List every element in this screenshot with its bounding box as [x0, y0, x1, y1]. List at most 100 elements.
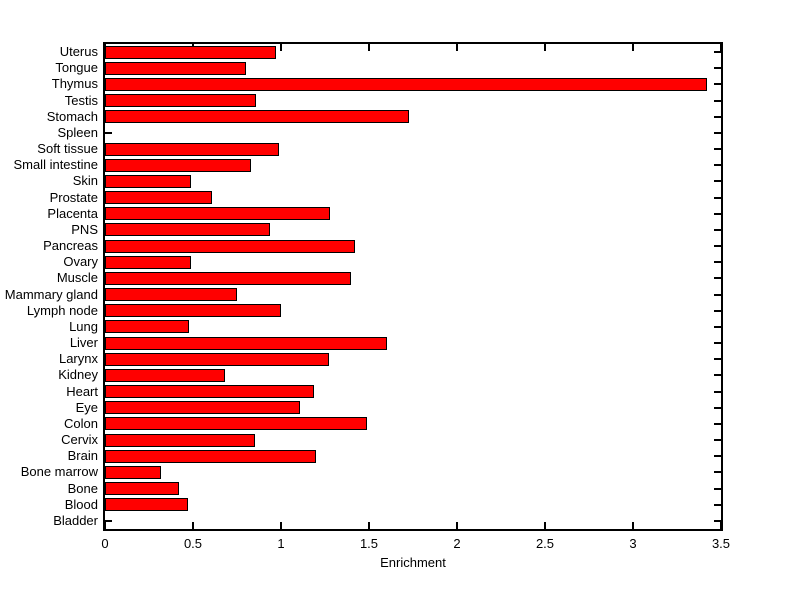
y-tick-mark: [714, 51, 721, 54]
plot-area: [103, 42, 723, 531]
y-label-ovary: Ovary: [63, 254, 98, 270]
y-tick-mark: [714, 503, 721, 506]
y-label-brain: Brain: [67, 448, 98, 464]
bar-testis: [105, 94, 257, 108]
bar-eye: [105, 401, 301, 415]
y-label-bone: Bone: [67, 480, 98, 496]
x-tick-mark: [720, 522, 722, 529]
x-tick-label: 2: [453, 536, 461, 551]
bar-colon: [105, 417, 368, 431]
bar-placenta: [105, 207, 331, 221]
y-tick-mark: [714, 422, 721, 425]
bar-blood: [105, 498, 188, 512]
bar-cervix: [105, 433, 255, 447]
y-tick-mark: [714, 148, 721, 151]
y-label-pns: PNS: [71, 221, 98, 237]
y-label-spleen: Spleen: [57, 124, 98, 140]
y-tick-mark: [714, 519, 721, 522]
bar-thymus: [105, 77, 707, 91]
y-tick-mark: [714, 228, 721, 231]
y-label-lymph-node: Lymph node: [26, 302, 98, 318]
x-tick-mark: [720, 44, 722, 51]
bar-heart: [105, 385, 315, 399]
y-tick-mark: [714, 261, 721, 264]
x-tick-mark: [544, 44, 546, 51]
bar-muscle: [105, 271, 352, 285]
y-tick-mark: [714, 99, 721, 102]
bar-bone-marrow: [105, 465, 162, 479]
y-label-pancreas: Pancreas: [43, 238, 98, 254]
bar-skin: [105, 174, 192, 188]
y-label-blood: Blood: [64, 496, 98, 512]
bar-stomach: [105, 110, 410, 124]
y-tick-mark: [714, 471, 721, 474]
y-tick-mark: [714, 487, 721, 490]
y-label-placenta: Placenta: [47, 205, 98, 221]
x-tick-label: 0.5: [183, 536, 203, 551]
y-tick-mark: [714, 455, 721, 458]
x-tick-mark: [456, 44, 458, 51]
bar-mammary-gland: [105, 288, 237, 302]
x-tick-mark: [632, 522, 634, 529]
bar-lymph-node: [105, 304, 281, 318]
y-tick-mark: [714, 342, 721, 345]
bar-uterus: [105, 45, 276, 59]
y-label-thymus: Thymus: [51, 76, 98, 92]
bar-tongue: [105, 61, 246, 75]
y-tick-mark: [714, 115, 721, 118]
bar-lung: [105, 320, 190, 334]
y-label-testis: Testis: [64, 92, 98, 108]
y-tick-mark: [714, 212, 721, 215]
y-label-prostate: Prostate: [49, 189, 98, 205]
y-label-skin: Skin: [72, 173, 98, 189]
y-label-liver: Liver: [69, 335, 98, 351]
y-label-kidney: Kidney: [58, 367, 98, 383]
y-tick-mark: [714, 131, 721, 134]
bar-liver: [105, 336, 387, 350]
bar-larynx: [105, 352, 329, 366]
x-tick-mark: [280, 522, 282, 529]
x-tick-mark: [368, 522, 370, 529]
x-tick-label: 2.5: [535, 536, 555, 551]
x-tick-label: 3.5: [711, 536, 731, 551]
bar-small-intestine: [105, 158, 252, 172]
y-tick-mark: [714, 325, 721, 328]
y-tick-mark: [714, 439, 721, 442]
y-label-heart: Heart: [66, 383, 98, 399]
y-label-muscle: Muscle: [56, 270, 98, 286]
bar-prostate: [105, 191, 213, 205]
y-tick-mark: [714, 245, 721, 248]
x-tick-mark: [544, 522, 546, 529]
x-tick-mark: [192, 522, 194, 529]
y-tick-mark: [714, 390, 721, 393]
x-tick-label: 0: [101, 536, 109, 551]
y-tick-mark: [714, 277, 721, 280]
x-tick-mark: [104, 522, 106, 529]
bar-ovary: [105, 255, 192, 269]
y-label-uterus: Uterus: [59, 44, 98, 60]
x-axis-title: Enrichment: [380, 555, 446, 570]
y-label-stomach: Stomach: [46, 108, 98, 124]
y-tick-mark: [714, 293, 721, 296]
y-tick-mark: [714, 309, 721, 312]
y-tick-mark: [714, 67, 721, 70]
y-tick-mark: [105, 519, 112, 522]
bar-kidney: [105, 368, 225, 382]
y-label-bone-marrow: Bone marrow: [20, 464, 98, 480]
y-tick-mark: [714, 164, 721, 167]
y-tick-mark: [714, 358, 721, 361]
x-tick-mark: [280, 44, 282, 51]
y-label-lung: Lung: [69, 318, 98, 334]
x-tick-label: 3: [629, 536, 637, 551]
y-tick-mark: [714, 406, 721, 409]
y-label-colon: Colon: [64, 415, 98, 431]
x-tick-mark: [632, 44, 634, 51]
x-tick-mark: [368, 44, 370, 51]
bar-pns: [105, 223, 271, 237]
x-tick-mark: [456, 522, 458, 529]
bar-pancreas: [105, 239, 355, 253]
y-label-bladder: Bladder: [53, 512, 98, 528]
y-label-cervix: Cervix: [61, 432, 98, 448]
y-label-soft-tissue: Soft tissue: [37, 141, 98, 157]
